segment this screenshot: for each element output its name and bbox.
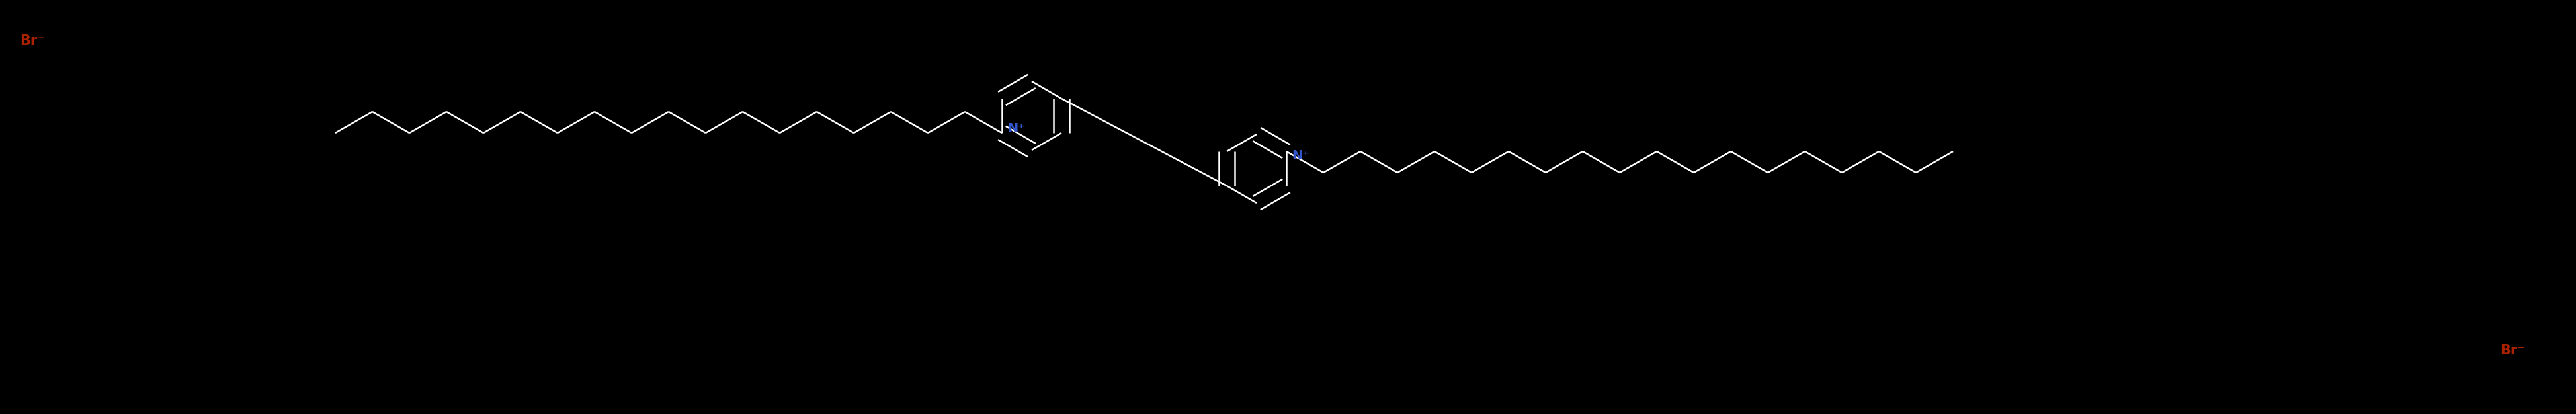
Text: N⁺: N⁺ (1007, 123, 1025, 135)
Text: Br⁻: Br⁻ (21, 34, 44, 48)
Text: N⁺: N⁺ (1291, 149, 1309, 162)
Text: Br⁻: Br⁻ (2499, 344, 2524, 357)
